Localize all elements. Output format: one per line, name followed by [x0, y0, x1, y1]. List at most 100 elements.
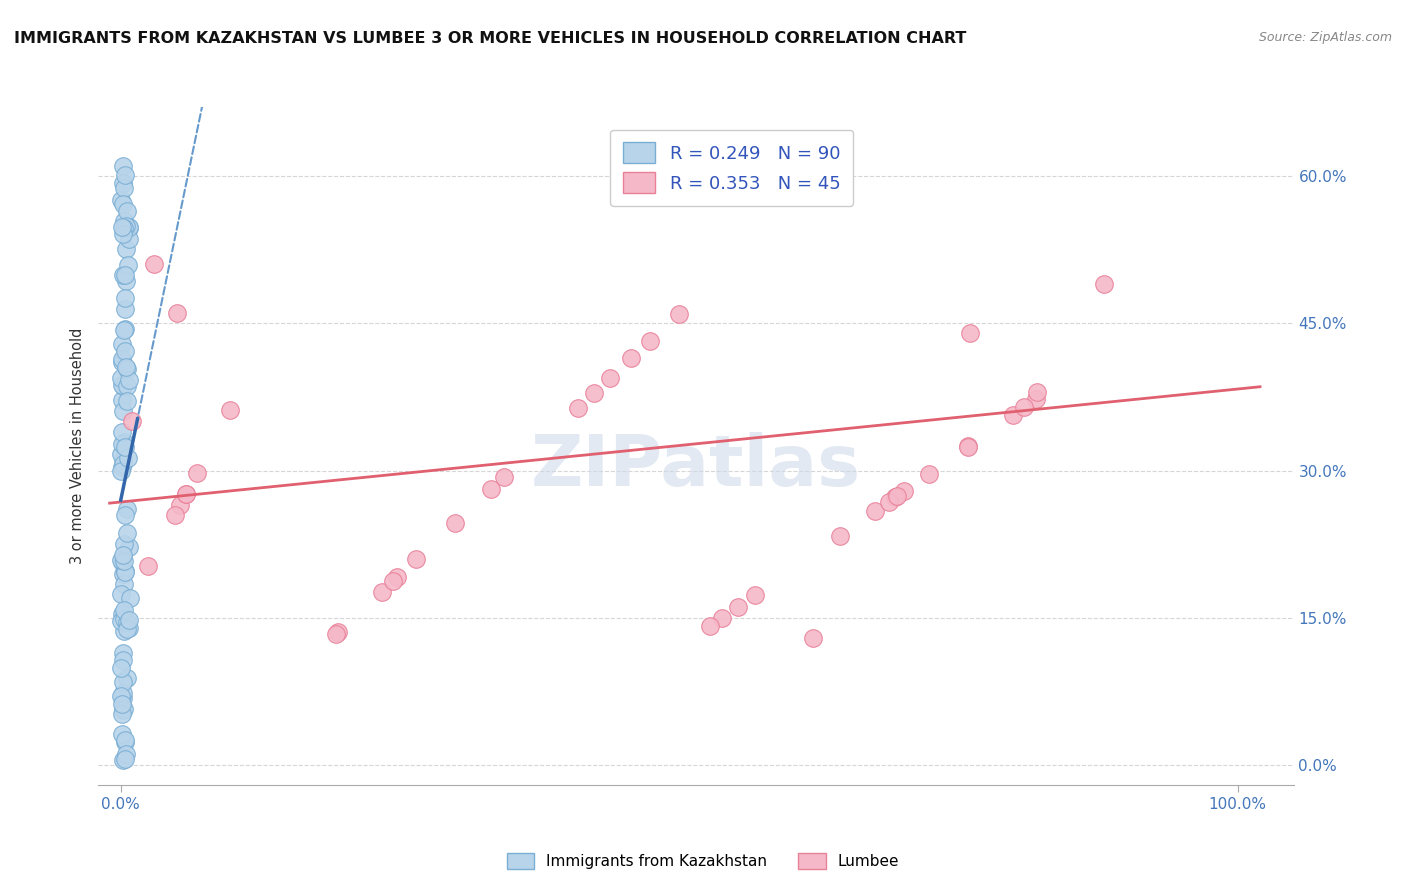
Point: [136, 559, 159, 574]
Point: [111, 451, 134, 466]
Point: [893, 483, 915, 498]
Point: [727, 599, 749, 614]
Point: [111, 607, 134, 621]
Point: [567, 401, 589, 415]
Point: [115, 274, 138, 288]
Point: [174, 487, 197, 501]
Point: [111, 159, 134, 173]
Point: [114, 752, 136, 766]
Point: [444, 516, 467, 530]
Point: [620, 351, 643, 366]
Point: [114, 321, 136, 335]
Point: [117, 450, 139, 465]
Point: [328, 624, 350, 639]
Point: [801, 631, 824, 645]
Point: [120, 591, 142, 605]
Point: [115, 622, 138, 636]
Point: [118, 221, 141, 235]
Point: [114, 360, 136, 375]
Point: [886, 489, 908, 503]
Text: Source: ZipAtlas.com: Source: ZipAtlas.com: [1258, 31, 1392, 45]
Point: [115, 671, 138, 685]
Point: [956, 440, 979, 454]
Point: [112, 653, 135, 667]
Point: [114, 343, 136, 358]
Point: [169, 498, 191, 512]
Point: [1092, 277, 1115, 291]
Point: [405, 552, 427, 566]
Point: [115, 378, 138, 392]
Point: [111, 697, 134, 711]
Point: [1025, 392, 1047, 406]
Point: [118, 220, 141, 235]
Point: [121, 414, 143, 428]
Point: [638, 334, 661, 348]
Point: [111, 753, 134, 767]
Point: [114, 301, 136, 316]
Point: [112, 685, 135, 699]
Point: [115, 615, 138, 629]
Point: [877, 494, 900, 508]
Point: [112, 567, 135, 582]
Point: [959, 326, 981, 340]
Point: [111, 425, 134, 439]
Point: [110, 371, 132, 385]
Point: [112, 646, 135, 660]
Point: [112, 554, 135, 568]
Point: [111, 197, 134, 211]
Point: [118, 540, 141, 554]
Point: [110, 447, 132, 461]
Point: [111, 351, 134, 366]
Point: [385, 570, 408, 584]
Point: [112, 227, 135, 241]
Point: [668, 307, 690, 321]
Point: [114, 441, 136, 455]
Point: [115, 394, 138, 409]
Point: [114, 733, 136, 747]
Point: [112, 379, 135, 393]
Point: [174, 487, 197, 501]
Point: [115, 219, 138, 233]
Point: [114, 168, 136, 182]
Point: [114, 268, 136, 283]
Point: [956, 439, 979, 453]
Point: [382, 574, 405, 588]
Point: [111, 726, 134, 740]
Point: [1002, 408, 1025, 422]
Point: [110, 193, 132, 207]
Point: [166, 306, 188, 320]
Point: [1025, 384, 1047, 399]
Point: [165, 508, 187, 522]
Point: [114, 577, 136, 591]
Point: [114, 291, 136, 305]
Point: [325, 627, 347, 641]
Point: [115, 501, 138, 516]
Point: [110, 465, 132, 479]
Point: [111, 436, 134, 450]
Point: [599, 371, 621, 385]
Point: [118, 373, 141, 387]
Point: [111, 392, 134, 407]
Point: [112, 691, 135, 706]
Point: [884, 490, 907, 504]
Point: [112, 181, 135, 195]
Point: [1012, 401, 1035, 415]
Point: [110, 660, 132, 674]
Point: [110, 587, 132, 601]
Point: [118, 232, 141, 246]
Point: [699, 619, 721, 633]
Point: [112, 214, 135, 228]
Point: [112, 701, 135, 715]
Point: [114, 566, 136, 580]
Legend: Immigrants from Kazakhstan, Lumbee: Immigrants from Kazakhstan, Lumbee: [501, 847, 905, 875]
Point: [112, 220, 135, 235]
Point: [112, 613, 135, 627]
Legend: R = 0.249   N = 90, R = 0.353   N = 45: R = 0.249 N = 90, R = 0.353 N = 45: [610, 129, 853, 206]
Point: [111, 703, 134, 717]
Point: [112, 549, 135, 563]
Point: [114, 508, 136, 522]
Point: [186, 466, 208, 480]
Point: [479, 482, 502, 496]
Point: [370, 584, 392, 599]
Point: [111, 404, 134, 418]
